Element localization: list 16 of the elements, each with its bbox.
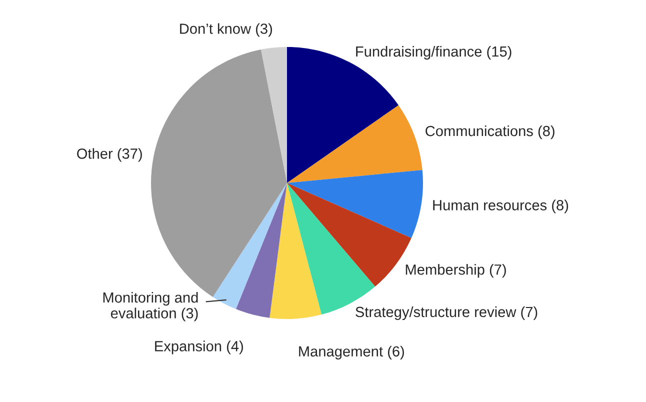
slice-label: Communications (8) [426, 125, 554, 140]
slice-label: Strategy/structure review (7) [356, 306, 538, 320]
pie-slice [287, 170, 423, 238]
slice-label: Don’t know (3) [180, 23, 272, 37]
slice-label: Expansion (4) [155, 340, 243, 354]
slice-label: Fundraising/finance (15) [356, 46, 512, 60]
slice-label: Human resources (8) [433, 200, 568, 214]
slice-label: Management (6) [299, 346, 404, 360]
pie-slice [287, 105, 422, 183]
slice-label: Other (37) [77, 148, 142, 162]
pie-slice [261, 47, 287, 183]
pie-slice [270, 183, 322, 319]
slice-label: Monitoring and evaluation (3) [103, 292, 198, 322]
pie-slice [236, 183, 287, 318]
slice-label: Membership (7) [406, 264, 506, 278]
pie-slice [212, 183, 287, 310]
